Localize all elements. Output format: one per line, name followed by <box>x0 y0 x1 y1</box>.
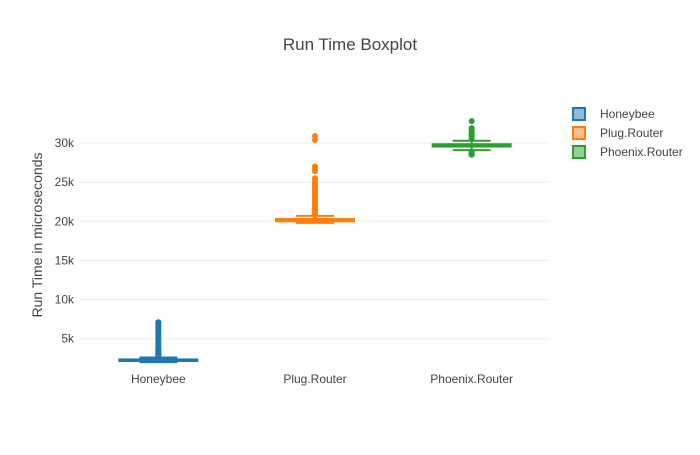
legend-swatch <box>572 107 586 121</box>
y-tick-label: 5k <box>61 332 75 346</box>
legend-label: Honeybee <box>600 107 655 121</box>
box-trace[interactable] <box>275 133 355 224</box>
y-tick-label: 10k <box>55 293 75 307</box>
legend-label: Phoenix.Router <box>600 145 683 159</box>
outlier-point <box>468 148 475 155</box>
y-tick-label: 20k <box>55 214 75 228</box>
x-axis-ticks: Honeybee Plug.Router Phoenix.Router <box>131 372 513 386</box>
outlier-point <box>155 319 162 326</box>
y-tick-label: 25k <box>55 175 75 189</box>
outlier-point <box>468 125 475 132</box>
legend-swatch <box>572 145 586 159</box>
y-tick-label: 15k <box>55 253 75 267</box>
box-trace[interactable] <box>431 118 512 158</box>
x-tick-label: Phoenix.Router <box>430 372 513 386</box>
legend-label: Plug.Router <box>600 126 663 140</box>
outlier-point <box>312 133 318 139</box>
y-tick-label: 30k <box>55 136 75 150</box>
legend-item[interactable]: Plug.Router <box>572 126 663 140</box>
legend: Honeybee Plug.Router Phoenix.Router <box>572 107 683 159</box>
legend-swatch <box>572 126 586 140</box>
legend-item[interactable]: Honeybee <box>572 107 655 121</box>
box-trace[interactable] <box>118 319 199 364</box>
legend-item[interactable]: Phoenix.Router <box>572 145 683 159</box>
outlier-point <box>468 118 475 125</box>
outlier-point <box>312 163 318 170</box>
box-traces <box>118 118 512 364</box>
x-tick-label: Honeybee <box>131 372 186 386</box>
x-tick-label: Plug.Router <box>283 372 346 386</box>
outlier-point <box>312 175 318 182</box>
y-axis-ticks: 5k 10k 15k 20k 25k 30k <box>55 136 75 346</box>
y-axis-title: Run Time in microseconds <box>29 153 45 318</box>
chart-title: Run Time Boxplot <box>283 35 417 54</box>
